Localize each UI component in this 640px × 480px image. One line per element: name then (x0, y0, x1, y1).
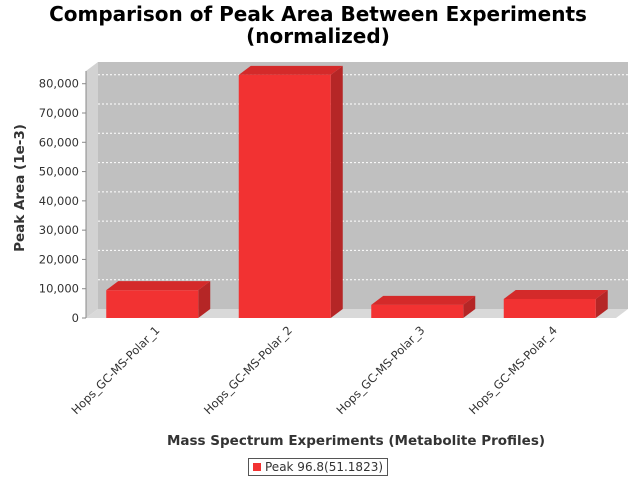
y-tick-label: 70,000 (39, 106, 79, 120)
bar (503, 289, 608, 318)
legend: Peak 96.8(51.1823) (248, 458, 389, 476)
bar-side (463, 295, 476, 318)
plot-left-wall (86, 62, 98, 318)
x-tick-label: Hops_GC-MS-Polar_3 (333, 323, 427, 417)
y-tick-label: 40,000 (39, 194, 79, 208)
x-tick-label: Hops_GC-MS-Polar_1 (68, 323, 162, 417)
bar (106, 281, 211, 318)
y-tick-label: 0 (72, 311, 79, 325)
x-tick-label: Hops_GC-MS-Polar_4 (466, 323, 560, 417)
bar (371, 295, 476, 318)
chart-title-line-2: (normalized) (246, 24, 390, 48)
plot-background (98, 62, 628, 309)
bar-front (238, 74, 331, 318)
bar-side (198, 281, 211, 318)
y-tick-label: 20,000 (39, 252, 79, 266)
y-tick-label: 10,000 (39, 282, 79, 296)
y-axis-ticks: 0 10,000 20,000 30,000 40,000 50,000 60,000 70,… (39, 77, 86, 325)
bar-side (330, 65, 343, 318)
x-tick-label: Hops_GC-MS-Polar_2 (201, 323, 295, 417)
bars (106, 65, 608, 318)
bar-side (595, 289, 608, 318)
bar (238, 65, 343, 318)
y-tick-label: 60,000 (39, 135, 79, 149)
x-axis-ticks: Hops_GC-MS-Polar_1 Hops_GC-MS-Polar_2 Hops… (68, 323, 559, 417)
y-tick-label: 80,000 (39, 77, 79, 91)
bar-top (503, 289, 608, 299)
y-tick-label: 50,000 (39, 165, 79, 179)
bar-front (371, 304, 464, 318)
y-tick-label: 30,000 (39, 223, 79, 237)
bar-front (503, 298, 596, 318)
y-axis-label: Peak Area (1e-3) (12, 124, 28, 252)
bar-top (238, 65, 343, 75)
bar-top (106, 281, 211, 291)
legend-label: Peak 96.8(51.1823) (265, 460, 384, 474)
x-axis-label: Mass Spectrum Experiments (Metabolite Pr… (167, 433, 545, 449)
plot-floor (86, 309, 628, 318)
legend-swatch (253, 463, 261, 471)
bar-top (371, 295, 476, 305)
bar-front (106, 290, 199, 318)
chart-title-line-1: Comparison of Peak Area Between Experime… (49, 2, 587, 26)
gridlines (98, 74, 628, 281)
